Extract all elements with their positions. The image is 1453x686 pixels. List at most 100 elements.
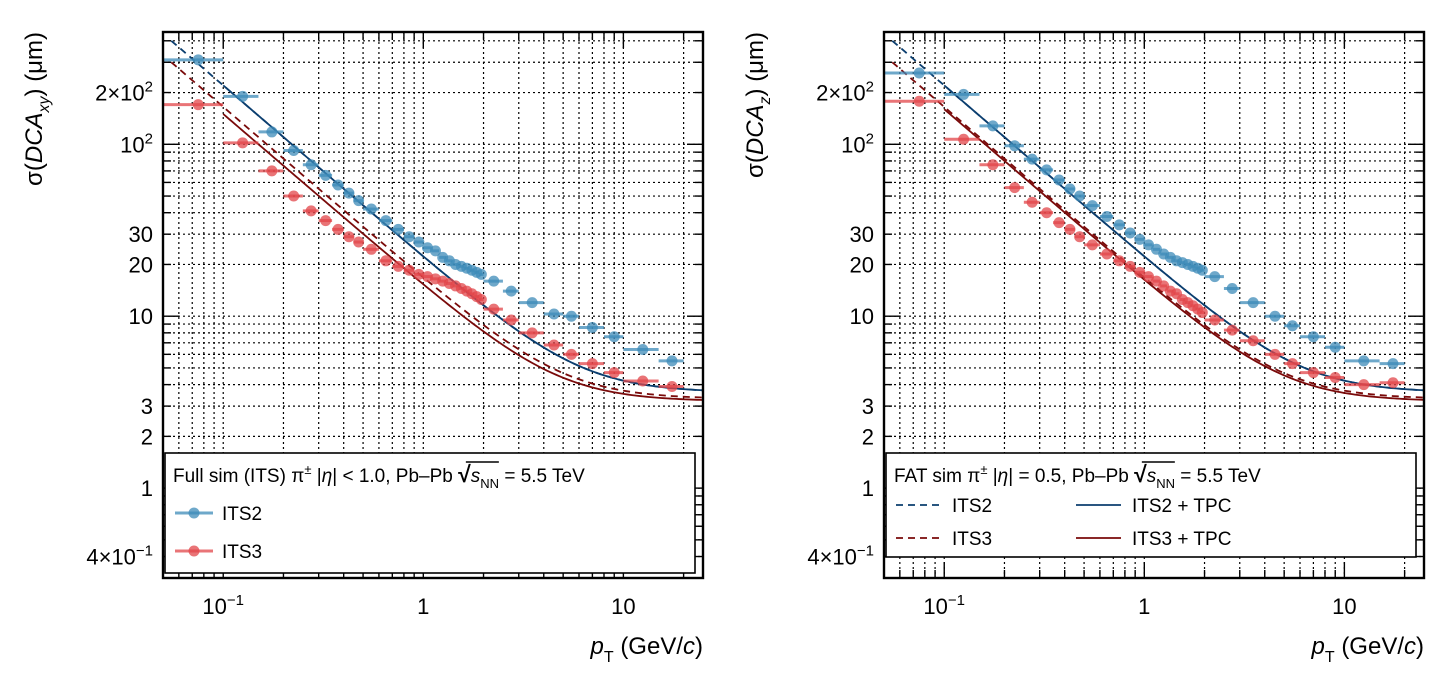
legend-label: ITS2 + TPC	[1132, 496, 1231, 517]
legend: FAT sim π± |η| = 0.5, Pb–Pb √sNN = 5.5 T…	[885, 452, 1417, 558]
y-tick-label: 3	[141, 394, 153, 419]
series-line-its3-dashed-	[170, 61, 703, 399]
data-point	[1286, 358, 1298, 370]
data-point	[1053, 174, 1065, 186]
data-point	[565, 310, 577, 322]
legend-header-pre: FAT sim π	[894, 466, 980, 487]
data-point	[1113, 255, 1125, 267]
legend-header-mid: |	[987, 466, 997, 487]
data-point	[1041, 164, 1053, 176]
data-point	[958, 88, 970, 100]
legend-marker	[188, 507, 200, 519]
y-tick-label: 20	[129, 252, 153, 277]
legend-box	[164, 452, 696, 574]
data-point	[1134, 233, 1146, 245]
x-axis-label-unit: (GeV/	[1341, 633, 1404, 660]
x-axis-label-sub: T	[1325, 649, 1335, 666]
data-point	[332, 179, 344, 191]
legend-label: ITS3	[952, 529, 992, 550]
x-tick-label-base: 10	[923, 594, 947, 619]
data-point	[192, 54, 204, 66]
y-tick-label: 102	[841, 130, 874, 157]
data-point	[913, 95, 925, 107]
data-point	[320, 169, 332, 181]
data-point	[505, 314, 517, 326]
y-tick-label-mantissa: 10	[120, 132, 144, 157]
legend-header-mid: |	[311, 466, 321, 487]
y-tick-label: 2	[862, 424, 874, 449]
x-tick-label: 1	[417, 594, 429, 619]
data-point	[1358, 355, 1370, 367]
data-point	[505, 285, 517, 297]
data-point	[1307, 367, 1319, 379]
data-point	[1247, 297, 1259, 309]
data-point	[1074, 190, 1086, 202]
data-point	[1041, 207, 1053, 219]
data-point	[380, 215, 392, 227]
data-point	[332, 223, 344, 235]
legend-header-eta: η	[998, 466, 1009, 487]
data-point	[475, 268, 487, 280]
x-axis-label-p: p	[1311, 633, 1325, 660]
y-axis-label-prefix: σ(	[21, 163, 48, 186]
data-point	[1074, 231, 1086, 243]
data-point	[637, 375, 649, 387]
y-tick-label: 2×102	[816, 79, 874, 106]
x-axis-label-c: c	[1404, 633, 1416, 660]
series-line-its3-tpc	[943, 108, 1424, 401]
data-point	[403, 231, 415, 243]
data-point	[1124, 227, 1136, 239]
y-axis-label: σ(DCAxy) (μm)	[21, 32, 53, 186]
x-axis-label-c: c	[683, 633, 695, 660]
y-tick-label-mantissa: 4×10	[807, 545, 857, 570]
legend-header-energy: = 5.5 TeV	[1175, 466, 1261, 487]
y-tick-label: 10	[129, 304, 153, 329]
y-tick-label-mantissa: 2×10	[816, 81, 866, 106]
data-point	[1329, 371, 1341, 383]
data-point	[1134, 266, 1146, 278]
data-point	[1064, 183, 1076, 195]
data-point	[413, 236, 425, 248]
data-point	[488, 275, 500, 287]
legend-label: ITS2	[222, 504, 262, 525]
x-axis-label-close: )	[695, 633, 703, 660]
x-tick-label: 1	[1138, 594, 1150, 619]
y-tick-label: 3	[862, 394, 874, 419]
data-point	[403, 264, 415, 276]
y-tick-label: 30	[850, 222, 874, 247]
y-axis-label-unit: ) (μm)	[742, 32, 769, 96]
legend-header: FAT sim π± |η| = 0.5, Pb–Pb √sNN = 5.5 T…	[894, 461, 1261, 491]
data-point	[266, 126, 278, 138]
legend-header-nn: NN	[480, 476, 499, 491]
data-point	[548, 339, 560, 351]
data-point	[1053, 217, 1065, 229]
data-point	[1009, 140, 1021, 152]
data-point	[1209, 314, 1221, 326]
data-point	[1209, 271, 1221, 283]
data-point	[429, 245, 441, 257]
data-point	[192, 99, 204, 111]
y-axis-label-main: DCA	[21, 112, 48, 163]
ticks	[163, 32, 703, 579]
data-point	[1387, 358, 1399, 370]
data-point	[392, 260, 404, 272]
legend-header-pre: Full sim (ITS) π	[173, 466, 304, 487]
x-tick-label-base: 10	[202, 594, 226, 619]
y-tick-label-exp: 2	[145, 130, 153, 147]
legend-header-sup: ±	[980, 462, 987, 477]
x-tick-label-exp: −1	[227, 592, 244, 609]
data-point	[1064, 223, 1076, 235]
data-point	[1009, 182, 1021, 194]
data-point	[586, 321, 598, 333]
data-point	[343, 231, 355, 243]
data-point	[380, 255, 392, 267]
data-point	[353, 195, 365, 207]
x-axis-label-space	[614, 633, 621, 660]
data-point	[288, 190, 300, 202]
y-tick-label: 30	[129, 222, 153, 247]
legend-header-s: s	[471, 466, 481, 487]
data-point	[987, 159, 999, 171]
legend-label: ITS2	[952, 496, 992, 517]
data-point	[266, 165, 278, 177]
